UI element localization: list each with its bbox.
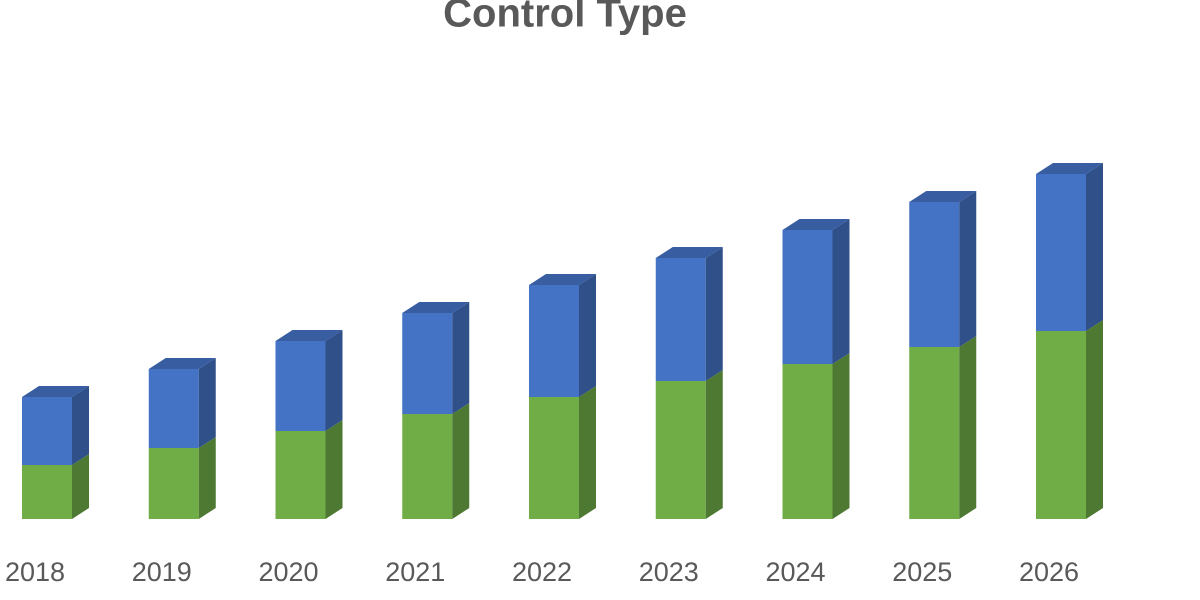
bar-side [452,302,470,414]
bar-top [148,358,216,369]
bar-side [959,191,977,347]
bar-side [832,353,850,519]
bar-side [452,403,470,519]
bar [782,364,833,519]
bar-top [22,386,89,397]
bar [909,347,960,519]
bar [148,448,199,519]
bar [909,202,960,347]
x-tick-label: 2025 [892,557,952,587]
bar-side [198,358,216,448]
bar [275,341,326,431]
x-tick-label: 2021 [385,557,445,587]
bar-side [959,336,977,519]
bar [655,381,706,519]
bar [22,397,72,465]
bar-side [325,330,343,431]
bar-side [198,437,216,519]
bar-top [782,219,850,230]
bar [402,313,453,414]
bar [148,369,199,448]
bar-side [832,219,850,364]
x-tick-label: 2024 [765,557,825,587]
bar-side [72,386,89,465]
bar [22,465,72,519]
bar-top [909,191,977,202]
x-tick-label: 2018 [5,557,65,587]
x-tick-label: 2023 [639,557,699,587]
bar-top [275,330,343,341]
bar-top [402,302,470,313]
bar [655,258,706,381]
x-tick-label: 2020 [258,557,318,587]
bar [1036,174,1086,331]
x-tick-label: 2026 [1019,557,1079,587]
bar-side [325,420,343,519]
bar-top [1036,163,1103,174]
x-tick-label: 2022 [512,557,572,587]
bar [402,414,453,519]
bar [529,285,579,397]
x-tick-label: 2019 [132,557,192,587]
bar-side [1086,163,1103,331]
bar-side [705,247,723,381]
bar [275,431,326,519]
bar-top [655,247,723,258]
bar-side [579,274,596,397]
bar-side [705,370,723,519]
bar [529,397,579,519]
bar [782,230,833,364]
bar [1036,331,1086,519]
bar-side [72,454,89,519]
bar-top [529,274,596,285]
bar-side [1086,320,1103,519]
chart-title: Control Type [443,0,687,36]
bar-side [579,386,596,519]
